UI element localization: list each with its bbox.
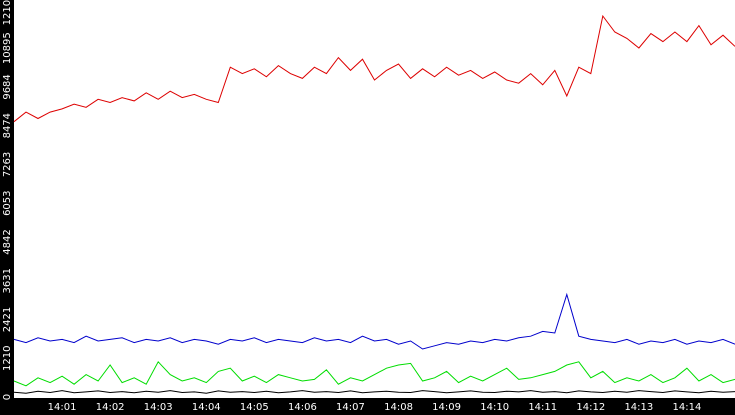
x-tick-label: 14:06 bbox=[288, 402, 317, 413]
y-tick-label: 9684 bbox=[2, 74, 13, 99]
y-tick-label: 10895 bbox=[2, 32, 13, 64]
x-tick-label: 14:09 bbox=[432, 402, 461, 413]
x-tick-label: 14:10 bbox=[480, 402, 509, 413]
y-tick-label: 12106 bbox=[2, 0, 13, 25]
x-tick-label: 14:08 bbox=[384, 402, 413, 413]
y-tick-label: 2421 bbox=[2, 307, 13, 332]
y-tick-label: 4842 bbox=[2, 229, 13, 254]
series-line bbox=[13, 14, 735, 123]
y-tick-label: 3631 bbox=[2, 268, 13, 293]
x-tick-label: 14:11 bbox=[528, 402, 557, 413]
y-tick-label: 8474 bbox=[2, 113, 13, 138]
x-axis-strip bbox=[0, 398, 735, 415]
x-tick-label: 14:04 bbox=[192, 402, 221, 413]
y-tick-label: 7263 bbox=[2, 152, 13, 177]
series-line bbox=[13, 390, 735, 394]
y-tick-label: 1210 bbox=[2, 346, 13, 371]
x-tick-label: 14:03 bbox=[144, 402, 173, 413]
x-tick-label: 14:13 bbox=[624, 402, 653, 413]
x-tick-label: 14:05 bbox=[240, 402, 269, 413]
x-tick-label: 14:14 bbox=[673, 402, 702, 413]
x-tick-label: 14:12 bbox=[576, 402, 605, 413]
x-tick-label: 14:01 bbox=[48, 402, 77, 413]
series-line bbox=[13, 292, 735, 350]
y-tick-label: 0 bbox=[2, 394, 13, 400]
x-tick-label: 14:07 bbox=[336, 402, 365, 413]
x-tick-label: 14:02 bbox=[96, 402, 125, 413]
y-tick-label: 6053 bbox=[2, 190, 13, 215]
series-line bbox=[13, 360, 735, 387]
plot-area bbox=[14, 0, 735, 398]
y-axis-strip bbox=[0, 0, 14, 415]
